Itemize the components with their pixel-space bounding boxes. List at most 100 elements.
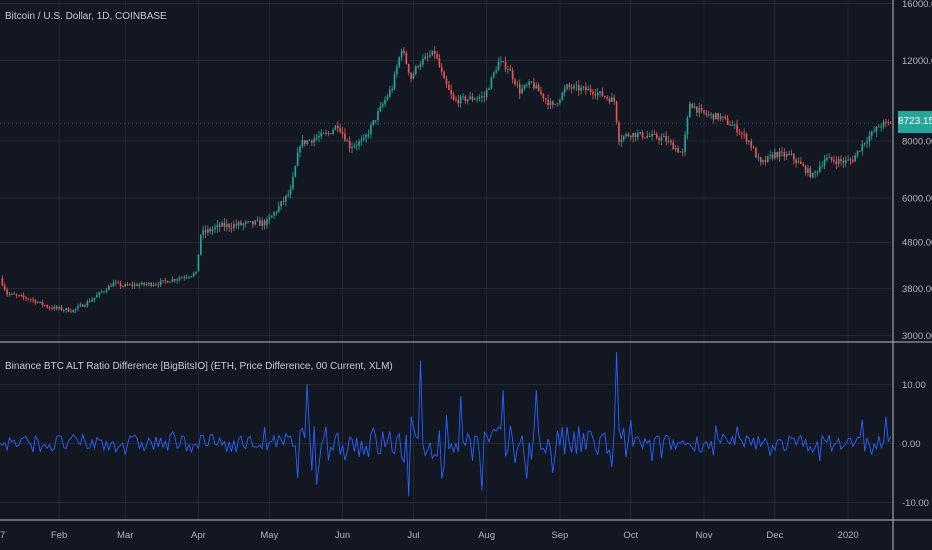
candle-body <box>171 279 174 282</box>
candle-body <box>613 97 616 102</box>
candle-body <box>152 284 155 286</box>
candle-body <box>384 99 386 105</box>
candle-body <box>225 224 228 228</box>
candle-body <box>651 133 653 137</box>
candle-body <box>445 78 448 85</box>
candle-body <box>658 138 660 141</box>
candle-body <box>190 275 193 277</box>
indicator-title[interactable]: Binance BTC ALT Ratio Difference [BigBit… <box>5 361 393 372</box>
candle-body <box>814 171 816 173</box>
candle-body <box>622 136 625 140</box>
candle-body <box>887 122 890 123</box>
candle-body <box>693 106 696 108</box>
candle-body <box>62 310 65 311</box>
candle-body <box>596 92 599 96</box>
candle-body <box>386 96 389 100</box>
candle-body <box>398 57 401 67</box>
candle-body <box>105 290 108 292</box>
candle-body <box>523 85 526 89</box>
candle-body <box>162 280 164 282</box>
candle-body <box>641 132 644 138</box>
candle-body <box>717 113 720 120</box>
candle-body <box>762 160 764 163</box>
candle-body <box>27 298 30 300</box>
candle-body <box>240 222 242 226</box>
candle-body <box>873 131 875 133</box>
candle-body <box>355 145 358 147</box>
candle-body <box>722 116 724 118</box>
candle-body <box>533 82 535 89</box>
candle-body <box>868 135 871 142</box>
candle-body <box>155 284 157 286</box>
candle-body <box>852 159 854 162</box>
candle-body <box>13 293 16 295</box>
candle-body <box>282 201 285 202</box>
candle-body <box>457 99 460 104</box>
candle-body <box>273 212 275 216</box>
candle-body <box>580 87 582 91</box>
candle-body <box>568 84 571 88</box>
candle-body <box>603 96 606 98</box>
candle-body <box>629 135 632 138</box>
candle-body <box>39 301 41 303</box>
candle-body <box>79 304 82 307</box>
candle-body <box>207 229 209 233</box>
candle-body <box>544 98 547 100</box>
candle-body <box>339 127 342 132</box>
candle-body <box>48 307 51 309</box>
candle-body <box>372 120 375 125</box>
candle-body <box>863 143 866 145</box>
candle-body <box>790 153 793 155</box>
candle-body <box>462 96 464 98</box>
candle-body <box>455 99 457 101</box>
candle-body <box>582 86 585 88</box>
candle-body <box>663 136 665 138</box>
candle-body <box>197 254 200 272</box>
candle-body <box>1 278 4 286</box>
candle-body <box>698 107 701 113</box>
candle-body <box>823 160 826 166</box>
x-axis-tick-label: Nov <box>696 530 713 541</box>
candle-body <box>559 99 561 104</box>
x-axis-tick-label: Mar <box>117 530 133 541</box>
candle-body <box>259 220 261 226</box>
candle-body <box>837 159 840 165</box>
candle-body <box>204 230 207 233</box>
candle-body <box>72 309 75 312</box>
candle-body <box>551 101 554 105</box>
candle-body <box>646 136 649 138</box>
x-axis-tick-label: Jun <box>335 530 350 541</box>
candle-body <box>81 304 84 307</box>
candle-body <box>65 308 67 311</box>
candle-body <box>497 61 500 71</box>
candle-body <box>251 220 254 225</box>
candle-body <box>263 220 266 226</box>
candle-body <box>292 176 294 189</box>
candle-body <box>618 122 620 142</box>
candle-body <box>464 96 467 102</box>
candle-body <box>365 134 368 138</box>
candle-body <box>516 84 519 86</box>
candle-body <box>660 137 663 141</box>
candle-body <box>481 96 483 98</box>
candle-body <box>34 299 37 304</box>
candle-body <box>804 165 807 173</box>
candle-body <box>367 134 370 135</box>
chart-title[interactable]: Bitcoin / U.S. Dollar, 1D, COINBASE <box>5 11 167 22</box>
candle-body <box>648 136 651 137</box>
candle-body <box>25 297 27 299</box>
candle-body <box>842 161 845 163</box>
candle-body <box>518 84 521 94</box>
candle-body <box>266 219 268 226</box>
candle-body <box>577 85 580 91</box>
candle-body <box>667 140 670 142</box>
candle-body <box>452 94 455 100</box>
candle-body <box>637 133 639 138</box>
candle-body <box>424 56 427 59</box>
candle-body <box>254 220 256 225</box>
candle-body <box>107 285 110 291</box>
candle-body <box>426 56 429 58</box>
candle-body <box>275 211 278 213</box>
candle-body <box>785 154 788 157</box>
candle-body <box>114 282 117 284</box>
